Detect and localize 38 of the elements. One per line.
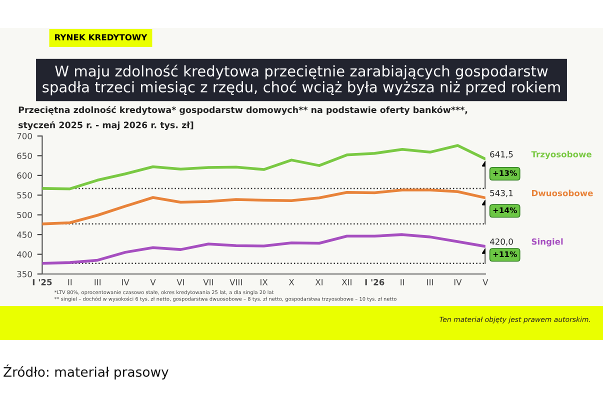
text: Trzyosobowe — [531, 150, 592, 160]
x-tick-label: VIII — [230, 279, 242, 286]
y-tick-label: 500 — [17, 212, 32, 218]
y-tick-label: 450 — [16, 232, 32, 238]
x-tick-label: VII — [203, 279, 213, 286]
line-series — [42, 144, 486, 190]
y-tick-label: 400 — [16, 251, 32, 258]
x-tick-label: VI — [176, 279, 184, 286]
x-tick-label: X — [288, 279, 294, 286]
x-tick-label: IX — [260, 279, 268, 286]
x-tick-label: V — [150, 279, 156, 286]
x-tick-label: III — [427, 279, 433, 286]
y-tick-label: 650 — [17, 152, 32, 159]
y-tick-label: 550 — [17, 192, 32, 198]
x-tick-label: IV — [122, 279, 130, 286]
y-tick-label: 350 — [17, 270, 32, 278]
chart-title: W maju zdolność kredytowa przeciętnie zarabiających gospodarstw spadła trzeci miesiąc z rzędu, choć wciąż była wyższa niż przed rokiem — [42, 64, 560, 96]
x-tick-label: II — [400, 279, 404, 286]
y-tick-label: 600 — [17, 172, 32, 179]
data-label: 420,0 — [490, 238, 513, 246]
x-tick-label: V — [482, 279, 488, 286]
data-label: 543,1 — [490, 190, 513, 198]
x-tick-label: XI — [315, 279, 322, 286]
y-tick-label: 700 — [17, 132, 32, 140]
x-tick-label: I '26 — [365, 279, 384, 286]
text: Dwuosobowe — [532, 190, 593, 196]
x-tick-label: II — [68, 279, 72, 286]
text: RYNEK KREDYTOWY — [55, 34, 148, 40]
data-label: 641,5 — [490, 151, 513, 158]
text: Singiel — [532, 238, 563, 246]
x-tick-label: XII — [342, 279, 352, 286]
x-tick-label: IV — [454, 279, 462, 286]
chart-subtitle: Przeciętna zdolność kredytowa* gospodarstw domowych** na podstawie oferty banków***, styczeń 2025 r. - maj 2026 r. tys. zł] — [18, 106, 468, 130]
x-tick-label: I '25 — [32, 279, 52, 286]
line-series — [42, 188, 486, 226]
line-series — [42, 233, 486, 265]
text: Źródło: materiał prasowy — [4, 364, 168, 380]
x-tick-label: III — [94, 279, 100, 286]
